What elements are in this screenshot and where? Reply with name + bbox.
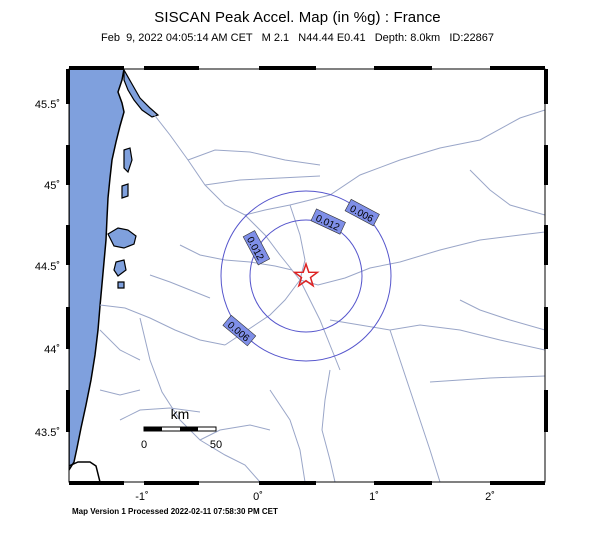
lat-label-44-5: 44.5˚	[35, 261, 60, 273]
lon-label-1: 1˚	[369, 491, 379, 503]
spanish-coast	[69, 461, 101, 482]
arcachon-basin	[107, 227, 137, 249]
lon-ticks: -1˚ 0˚ 1˚ 2˚	[135, 491, 495, 503]
lat-ticks: 45.5˚ 45˚ 44.5˚ 44˚ 43.5˚	[35, 99, 60, 439]
pga-contours	[220, 190, 392, 362]
lon-label-0: 0˚	[253, 491, 263, 503]
lat-label-44: 44˚	[44, 344, 60, 356]
lat-label-43-5: 43.5˚	[35, 427, 60, 439]
scale-bar: km 0 50	[141, 406, 222, 451]
scale-unit: km	[171, 406, 190, 422]
lon-label-minus-1: -1˚	[135, 491, 148, 503]
lake-parentis	[117, 281, 125, 289]
contour-0-012	[249, 219, 363, 333]
gironde-estuary	[123, 69, 160, 118]
contour-0-006	[220, 190, 392, 362]
lat-label-45-5: 45.5˚	[35, 99, 60, 111]
lake-lacanau	[121, 183, 129, 199]
scale-start: 0	[141, 439, 147, 451]
map-version-footer: Map Version 1 Processed 2022-02-11 07:58…	[72, 507, 278, 516]
lake-cazaux	[113, 259, 127, 277]
lake-hourtin	[123, 147, 133, 174]
map-title: SISCAN Peak Accel. Map (in %g) : France	[154, 9, 441, 26]
event-info: Feb 9, 2022 04:05:14 AM CET M 2.1 N44.44…	[101, 32, 494, 44]
scale-end: 50	[210, 439, 222, 451]
epicenter-star-icon	[292, 261, 320, 288]
map-area	[69, 69, 545, 482]
lon-label-2: 2˚	[485, 491, 495, 503]
lat-label-45: 45˚	[44, 180, 60, 192]
map-frame	[66, 66, 548, 485]
atlantic-ocean	[69, 69, 125, 472]
